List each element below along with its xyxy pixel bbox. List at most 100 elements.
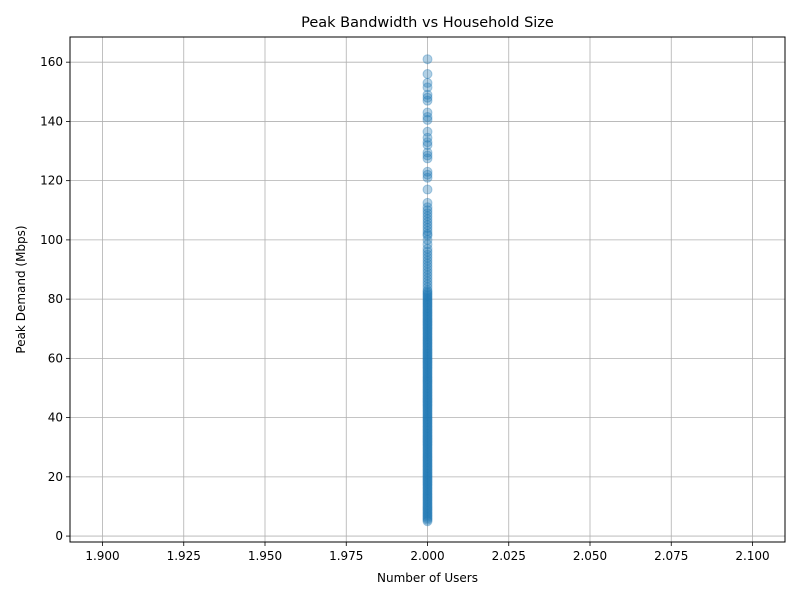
data-point <box>422 140 433 151</box>
data-point <box>422 338 433 349</box>
data-point <box>422 354 433 365</box>
data-point <box>422 328 433 339</box>
data-point <box>422 464 433 475</box>
data-point <box>422 214 433 225</box>
data-point <box>422 289 433 300</box>
data-point <box>422 459 433 470</box>
data-point <box>422 239 433 250</box>
data-point <box>422 305 433 316</box>
data-point <box>422 411 433 422</box>
data-point <box>422 369 433 380</box>
data-point <box>422 368 433 379</box>
data-point <box>422 316 433 327</box>
data-point <box>422 282 433 293</box>
data-point <box>422 351 433 362</box>
data-point <box>422 458 433 469</box>
data-point <box>422 95 433 106</box>
data-point <box>422 380 433 391</box>
data-point <box>422 501 433 512</box>
x-tick-label: 2.025 <box>492 549 526 563</box>
data-point <box>422 319 433 330</box>
data-point <box>422 393 433 404</box>
data-point <box>422 335 433 346</box>
data-point <box>422 311 433 322</box>
data-point <box>422 360 433 371</box>
data-point <box>422 492 433 503</box>
y-tick-label: 0 <box>55 529 63 543</box>
x-axis-ticks: 1.900 1.925 1.950 1.975 2.000 2.025 2.050 2.075… <box>85 542 770 563</box>
data-point <box>422 482 433 493</box>
data-point <box>422 294 433 305</box>
data-point <box>422 452 433 463</box>
data-point <box>422 285 433 296</box>
data-point <box>422 455 433 466</box>
data-point <box>422 126 433 137</box>
data-point <box>422 511 433 522</box>
y-tick-label: 140 <box>40 114 63 128</box>
data-point <box>422 414 433 425</box>
data-point <box>422 448 433 459</box>
data-point <box>422 498 433 509</box>
data-point <box>422 331 433 342</box>
data-point <box>422 132 433 143</box>
data-point <box>422 77 433 88</box>
data-point <box>422 467 433 478</box>
data-point <box>422 371 433 382</box>
x-tick-label: 1.975 <box>329 549 363 563</box>
data-point <box>422 111 433 122</box>
data-point <box>422 341 433 352</box>
data-point <box>422 402 433 413</box>
data-point <box>422 366 433 377</box>
data-point <box>422 184 433 195</box>
data-point <box>422 397 433 408</box>
data-point <box>422 431 433 442</box>
data-point <box>422 323 433 334</box>
data-point <box>422 347 433 358</box>
data-point <box>422 476 433 487</box>
data-point <box>422 479 433 490</box>
data-point <box>422 329 433 340</box>
data-point <box>422 359 433 370</box>
data-point <box>422 228 433 239</box>
data-point <box>422 388 433 399</box>
data-point <box>422 437 433 448</box>
data-point <box>422 390 433 401</box>
data-point <box>422 234 433 245</box>
data-point <box>422 446 433 457</box>
data-point <box>422 409 433 420</box>
data-point <box>422 471 433 482</box>
data-point <box>422 202 433 213</box>
y-tick-label: 40 <box>48 411 63 425</box>
data-point <box>422 114 433 125</box>
data-point <box>422 377 433 388</box>
data-point <box>422 474 433 485</box>
y-tick-label: 160 <box>40 55 63 69</box>
data-point <box>422 507 433 518</box>
data-point <box>422 357 433 368</box>
data-point <box>422 382 433 393</box>
data-point <box>422 440 433 451</box>
data-point <box>422 226 433 237</box>
data-point <box>422 375 433 386</box>
data-point <box>422 54 433 65</box>
data-point <box>422 314 433 325</box>
data-point <box>422 82 433 93</box>
data-point <box>422 406 433 417</box>
data-point <box>422 374 433 385</box>
data-point <box>422 92 433 103</box>
data-point <box>422 249 433 260</box>
data-point <box>422 465 433 476</box>
data-point <box>422 462 433 473</box>
data-point <box>422 418 433 429</box>
data-point <box>422 439 433 450</box>
data-point <box>422 497 433 508</box>
x-tick-label: 2.100 <box>735 549 769 563</box>
data-point <box>422 261 433 272</box>
data-point <box>422 488 433 499</box>
data-point <box>422 345 433 356</box>
y-tick-label: 100 <box>40 233 63 247</box>
y-tick-label: 80 <box>48 292 63 306</box>
data-point <box>422 255 433 266</box>
data-point <box>422 243 433 254</box>
x-tick-label: 2.050 <box>573 549 607 563</box>
